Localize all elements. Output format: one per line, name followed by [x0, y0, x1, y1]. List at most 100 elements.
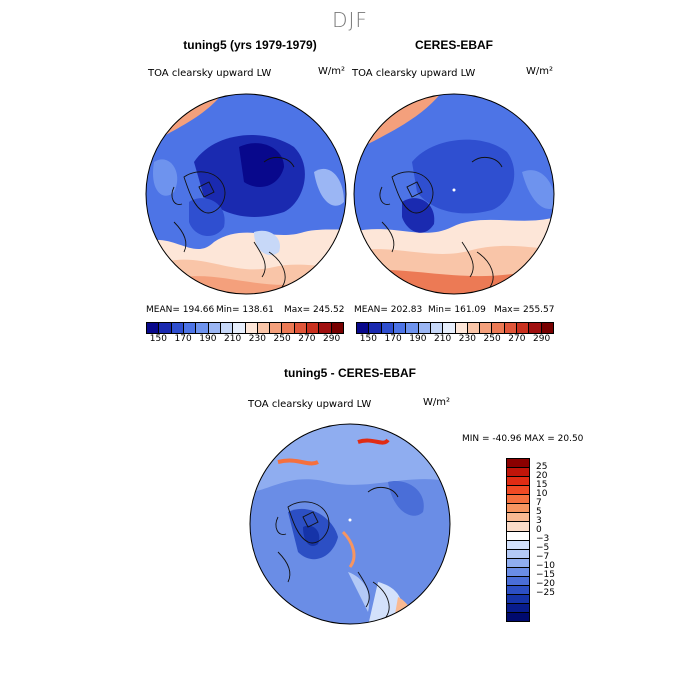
colorbar-ticks: 150 170 190 210 230 250 270 290 [146, 334, 344, 346]
season-title: DJF [332, 8, 368, 32]
panel1-colorbar: 150 170 190 210 230 250 270 290 [146, 322, 344, 346]
colorbar-swatch [159, 323, 172, 333]
colorbar-swatch [393, 323, 407, 333]
colorbar-tick-label: −3 [536, 534, 550, 544]
colorbar-swatch [507, 468, 529, 478]
colorbar-tick-label: 190 [199, 334, 217, 344]
colorbar-tick-label: 270 [298, 334, 316, 344]
diff-minmax: MIN = -40.96 MAX = 20.50 [462, 434, 584, 444]
panel2-colorbar: 150 170 190 210 230 250 270 290 [356, 322, 554, 346]
colorbar-tick-label: 25 [536, 461, 548, 472]
colorbar-swatches [356, 322, 554, 334]
diff-map [249, 423, 451, 625]
colorbar-swatch [507, 613, 529, 622]
colorbar-swatch [357, 323, 370, 333]
colorbar-tick-label: −25 [536, 588, 555, 598]
colorbar-tick-label: −7 [536, 552, 550, 562]
colorbar-tick-label: 250 [483, 334, 501, 344]
panel2-mean: MEAN= 202.83 [354, 305, 423, 315]
colorbar-tick-label: 210 [224, 334, 242, 344]
colorbar-swatch [270, 323, 283, 333]
colorbar-swatch [507, 604, 529, 614]
colorbar-tick-label: 230 [458, 334, 476, 344]
colorbar-swatch [507, 549, 529, 559]
panel2-units: W/m² [526, 66, 554, 77]
colorbar-swatch [507, 540, 529, 550]
panel1-variable: TOA clearsky upward LW [148, 68, 272, 79]
colorbar-tick-label: −5 [536, 543, 550, 553]
colorbar-swatch [507, 531, 529, 541]
colorbar-swatch [507, 477, 529, 487]
colorbar-swatch [331, 323, 343, 333]
panel2-title: CERES-EBAF [414, 38, 493, 52]
colorbar-tick-label: 290 [323, 334, 341, 344]
colorbar-swatch [171, 323, 184, 333]
colorbar-swatch [443, 323, 456, 333]
colorbar-swatch [208, 323, 221, 333]
colorbar-swatch [430, 323, 444, 333]
colorbar-tick-label: −15 [536, 570, 555, 580]
colorbar-swatch [245, 323, 258, 333]
colorbar-swatch [233, 323, 246, 333]
colorbar-swatch [282, 323, 295, 333]
colorbar-swatch [507, 576, 529, 586]
colorbar-tick-label: 20 [536, 470, 548, 481]
colorbar-swatch [369, 323, 382, 333]
colorbar-swatch [517, 323, 530, 333]
diff-variable: TOA clearsky upward LW [248, 399, 372, 410]
panel2-map [353, 93, 555, 295]
colorbar-swatch [418, 323, 431, 333]
colorbar-swatch [507, 522, 529, 532]
colorbar-swatch [220, 323, 234, 333]
colorbar-swatch [294, 323, 308, 333]
colorbar-swatch [257, 323, 271, 333]
colorbar-tick-label: 290 [533, 334, 551, 344]
diff-colorbar [506, 458, 530, 622]
colorbar-tick-label: 5 [536, 507, 542, 517]
colorbar-swatch [183, 323, 197, 333]
colorbar-ticks: 150 170 190 210 230 250 270 290 [356, 334, 554, 346]
colorbar-tick-label: 230 [248, 334, 266, 344]
colorbar-tick-label: 270 [508, 334, 526, 344]
colorbar-tick-label: −10 [536, 561, 555, 571]
colorbar-swatch [529, 323, 542, 333]
colorbar-swatch [455, 323, 468, 333]
colorbar-swatch [507, 495, 529, 505]
colorbar-tick-label: 150 [149, 334, 167, 344]
panel1-title: tuning5 (yrs 1979-1979) [183, 38, 317, 52]
colorbar-tick-label: 0 [536, 524, 542, 535]
panel2-variable: TOA clearsky upward LW [352, 68, 476, 79]
colorbar-tick-label: −20 [536, 579, 555, 589]
diff-colorbar-ticks: 25 20 15 10 7 5 3 0 −3 −5 −7 −10 −15 −20 −25 [536, 458, 576, 620]
panel1-min: Min= 138.61 [216, 305, 274, 315]
colorbar-swatch [507, 567, 529, 577]
panel2-max: Max= 255.57 [494, 305, 555, 315]
colorbar-swatch [504, 323, 518, 333]
colorbar-swatch [507, 486, 529, 496]
colorbar-tick-label: 170 [384, 334, 402, 344]
colorbar-tick-label: 170 [174, 334, 192, 344]
colorbar-swatch [196, 323, 209, 333]
colorbar-swatch [319, 323, 332, 333]
panel1-mean: MEAN= 194.66 [146, 305, 215, 315]
colorbar-tick-label: 250 [273, 334, 291, 344]
panel1-max: Max= 245.52 [284, 305, 345, 315]
panel1-map [145, 93, 347, 295]
colorbar-swatch [507, 585, 529, 595]
colorbar-swatch [406, 323, 419, 333]
diff-title: tuning5 - CERES-EBAF [284, 366, 416, 380]
colorbar-swatch [541, 323, 553, 333]
colorbar-tick-label: 210 [434, 334, 452, 344]
colorbar-tick-label: 10 [536, 488, 548, 499]
colorbar-swatches [146, 322, 344, 334]
colorbar-swatches [506, 458, 530, 622]
colorbar-swatch [467, 323, 481, 333]
colorbar-swatch [147, 323, 160, 333]
colorbar-swatch [480, 323, 493, 333]
panel2-min: Min= 161.09 [428, 305, 486, 315]
panel1-units: W/m² [318, 66, 346, 77]
colorbar-swatch [507, 558, 529, 568]
colorbar-swatch [507, 459, 529, 469]
colorbar-tick-label: 150 [359, 334, 377, 344]
colorbar-tick-label: 3 [536, 516, 542, 526]
